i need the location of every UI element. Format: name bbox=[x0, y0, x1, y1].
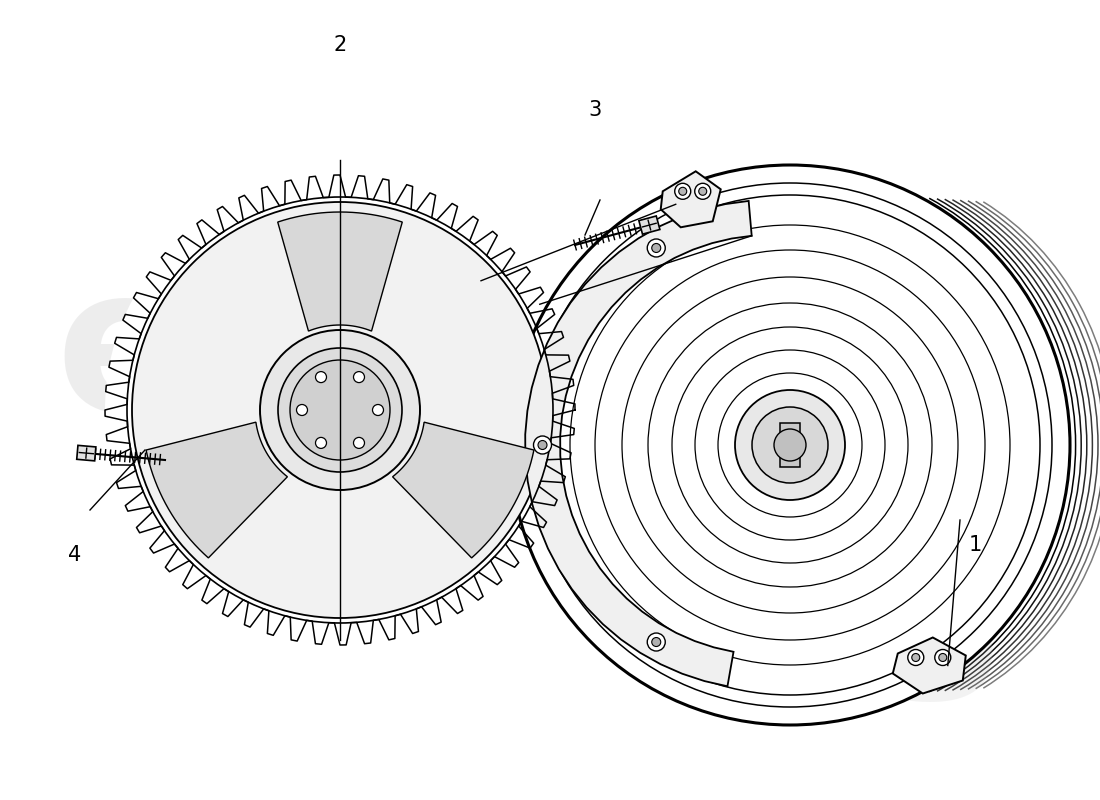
Polygon shape bbox=[639, 216, 660, 234]
Circle shape bbox=[353, 371, 364, 382]
Circle shape bbox=[534, 436, 551, 454]
Circle shape bbox=[698, 187, 706, 195]
Circle shape bbox=[938, 654, 947, 662]
Circle shape bbox=[935, 650, 950, 666]
Circle shape bbox=[538, 441, 547, 450]
Circle shape bbox=[297, 405, 308, 415]
Circle shape bbox=[316, 371, 327, 382]
Polygon shape bbox=[146, 422, 287, 558]
Circle shape bbox=[353, 438, 364, 449]
Text: parts: parts bbox=[551, 467, 669, 513]
Polygon shape bbox=[77, 446, 96, 461]
Polygon shape bbox=[277, 212, 403, 331]
Polygon shape bbox=[780, 423, 800, 467]
Circle shape bbox=[679, 187, 686, 195]
Text: 1: 1 bbox=[968, 535, 981, 555]
Circle shape bbox=[647, 633, 666, 651]
Circle shape bbox=[260, 330, 420, 490]
Text: eu: eu bbox=[55, 258, 334, 453]
Text: for: for bbox=[543, 430, 606, 474]
Polygon shape bbox=[525, 201, 751, 686]
Circle shape bbox=[647, 239, 666, 257]
Text: 4: 4 bbox=[68, 545, 81, 565]
Circle shape bbox=[651, 638, 661, 646]
Circle shape bbox=[132, 202, 548, 618]
Circle shape bbox=[912, 654, 920, 662]
Circle shape bbox=[908, 650, 924, 666]
Text: 2: 2 bbox=[333, 35, 346, 55]
Polygon shape bbox=[661, 171, 721, 227]
Circle shape bbox=[674, 183, 691, 199]
Polygon shape bbox=[393, 422, 534, 558]
Circle shape bbox=[510, 165, 1070, 725]
Circle shape bbox=[651, 243, 661, 253]
Circle shape bbox=[752, 407, 828, 483]
Circle shape bbox=[104, 175, 575, 645]
Circle shape bbox=[290, 360, 390, 460]
Text: 3: 3 bbox=[588, 100, 602, 120]
Circle shape bbox=[735, 390, 845, 500]
Text: S: S bbox=[852, 535, 1008, 745]
Circle shape bbox=[695, 183, 711, 199]
Circle shape bbox=[373, 405, 384, 415]
Circle shape bbox=[316, 438, 327, 449]
Polygon shape bbox=[893, 638, 966, 694]
Circle shape bbox=[278, 348, 402, 472]
Circle shape bbox=[774, 429, 806, 461]
Text: a passion: a passion bbox=[405, 384, 656, 436]
